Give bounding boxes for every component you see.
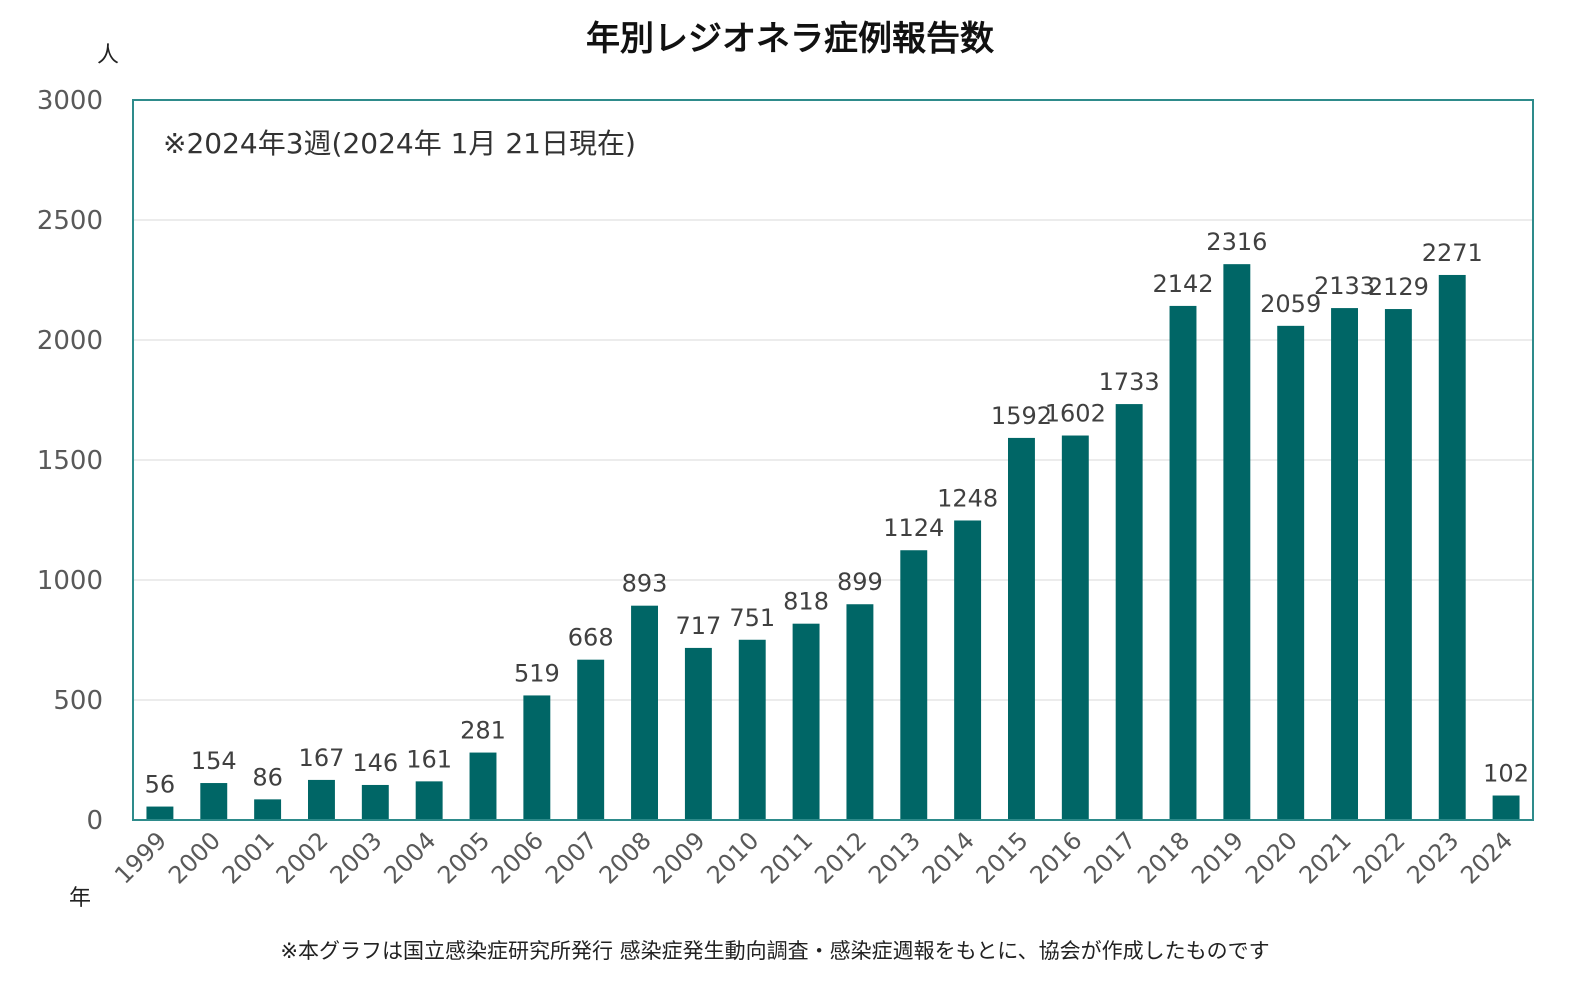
x-tick-label: 2016 — [1025, 826, 1088, 889]
x-tick-label: 2015 — [971, 826, 1034, 889]
x-tick-label: 2004 — [378, 826, 441, 889]
y-axis-unit: 人 — [97, 43, 119, 68]
bar-2011 — [792, 623, 820, 820]
x-tick-label: 2003 — [325, 826, 388, 889]
x-tick-label: 2008 — [594, 826, 657, 889]
y-tick-label: 2000 — [37, 326, 103, 356]
bar-2004 — [415, 781, 443, 820]
x-tick-label: 2024 — [1455, 826, 1518, 889]
x-axis-ticks: 1999200020012002200320042005200620072008… — [109, 826, 1518, 889]
bar-2023 — [1438, 274, 1466, 821]
bar-2003 — [361, 784, 389, 820]
bar-2000 — [200, 783, 228, 820]
bar-2014 — [954, 520, 982, 820]
x-axis-unit: 年 — [69, 886, 91, 911]
bar-2019 — [1223, 264, 1251, 820]
data-label-2009: 717 — [675, 612, 721, 640]
x-tick-label: 2009 — [648, 826, 711, 889]
data-label-2000: 154 — [191, 747, 237, 775]
data-label-2017: 1733 — [1099, 368, 1160, 396]
data-label-2018: 2142 — [1152, 270, 1213, 298]
y-tick-label: 2500 — [37, 206, 103, 236]
x-tick-label: 2005 — [432, 826, 495, 889]
data-label-2015: 1592 — [991, 402, 1052, 430]
bar-2006 — [523, 695, 551, 820]
bar-2021 — [1331, 308, 1358, 820]
data-label-2022: 2129 — [1368, 273, 1429, 301]
x-tick-label: 2006 — [486, 826, 549, 889]
data-label-2014: 1248 — [937, 484, 998, 512]
x-tick-label: 1999 — [109, 826, 172, 889]
data-label-2012: 899 — [837, 568, 883, 596]
bar-1999 — [146, 806, 174, 820]
x-tick-label: 2019 — [1186, 826, 1249, 889]
data-label-2006: 519 — [514, 659, 560, 687]
data-label-2023: 2271 — [1422, 239, 1483, 267]
data-label-2008: 893 — [622, 570, 668, 598]
y-tick-label: 500 — [53, 686, 103, 716]
data-label-2003: 146 — [352, 749, 398, 777]
source-footnote: ※本グラフは国立感染症研究所発行 感染症発生動向調査・感染症週報をもとに、協会が… — [280, 939, 1269, 963]
x-tick-label: 2022 — [1348, 826, 1411, 889]
data-label-2010: 751 — [729, 604, 775, 632]
data-label-2011: 818 — [783, 588, 829, 616]
data-label-2001: 86 — [252, 763, 283, 791]
x-tick-label: 2001 — [217, 826, 280, 889]
y-tick-label: 1500 — [37, 446, 103, 476]
bar-2016 — [1061, 435, 1089, 820]
plot-frame — [132, 99, 1534, 821]
x-tick-label: 2012 — [809, 826, 872, 889]
data-label-2007: 668 — [568, 624, 614, 652]
data-label-2021: 2133 — [1314, 272, 1375, 300]
x-tick-label: 2014 — [917, 826, 980, 889]
data-label-2002: 167 — [299, 744, 345, 772]
x-tick-label: 2021 — [1294, 826, 1357, 889]
bar-2008 — [631, 605, 658, 820]
x-tick-label: 2013 — [863, 826, 926, 889]
data-label-2020: 2059 — [1260, 290, 1321, 318]
bars — [146, 264, 1520, 821]
data-label-2004: 161 — [406, 745, 452, 773]
x-tick-label: 2011 — [755, 826, 818, 889]
x-tick-label: 2018 — [1132, 826, 1195, 889]
data-label-2024: 102 — [1483, 760, 1529, 788]
chart-annotation: ※2024年3週(2024年 1月 21日現在) — [163, 127, 636, 160]
bar-2024 — [1492, 795, 1520, 820]
data-label-2013: 1124 — [883, 514, 944, 542]
data-label-2019: 2316 — [1206, 228, 1267, 256]
bar-2013 — [900, 550, 928, 820]
y-tick-label: 1000 — [37, 566, 103, 596]
bar-2007 — [577, 659, 605, 820]
bar-2017 — [1115, 404, 1143, 820]
x-tick-label: 2007 — [540, 826, 603, 889]
x-tick-label: 2010 — [701, 826, 764, 889]
bar-2012 — [846, 604, 874, 820]
y-tick-label: 3000 — [37, 86, 103, 116]
x-tick-label: 2017 — [1078, 826, 1141, 889]
x-tick-label: 2000 — [163, 826, 226, 889]
bar-2002 — [308, 779, 335, 820]
data-label-2005: 281 — [460, 717, 506, 745]
bar-2022 — [1384, 309, 1412, 820]
bar-2018 — [1169, 305, 1197, 820]
bar-2015 — [1008, 437, 1035, 820]
y-axis-ticks: 0 500 1000 1500 2000 2500 3000 — [37, 86, 103, 836]
bar-2010 — [738, 639, 766, 820]
data-label-2016: 1602 — [1045, 400, 1106, 428]
x-tick-label: 2023 — [1401, 826, 1464, 889]
bar-2020 — [1277, 325, 1305, 820]
x-tick-label: 2002 — [271, 826, 334, 889]
bar-2005 — [469, 752, 497, 820]
bar-2009 — [684, 647, 712, 820]
bar-2001 — [254, 799, 282, 820]
data-label-1999: 56 — [145, 771, 176, 799]
chart-title: 年別レジオネラ症例報告数 — [586, 19, 994, 59]
x-tick-label: 2020 — [1240, 826, 1303, 889]
y-tick-label: 0 — [86, 806, 103, 836]
